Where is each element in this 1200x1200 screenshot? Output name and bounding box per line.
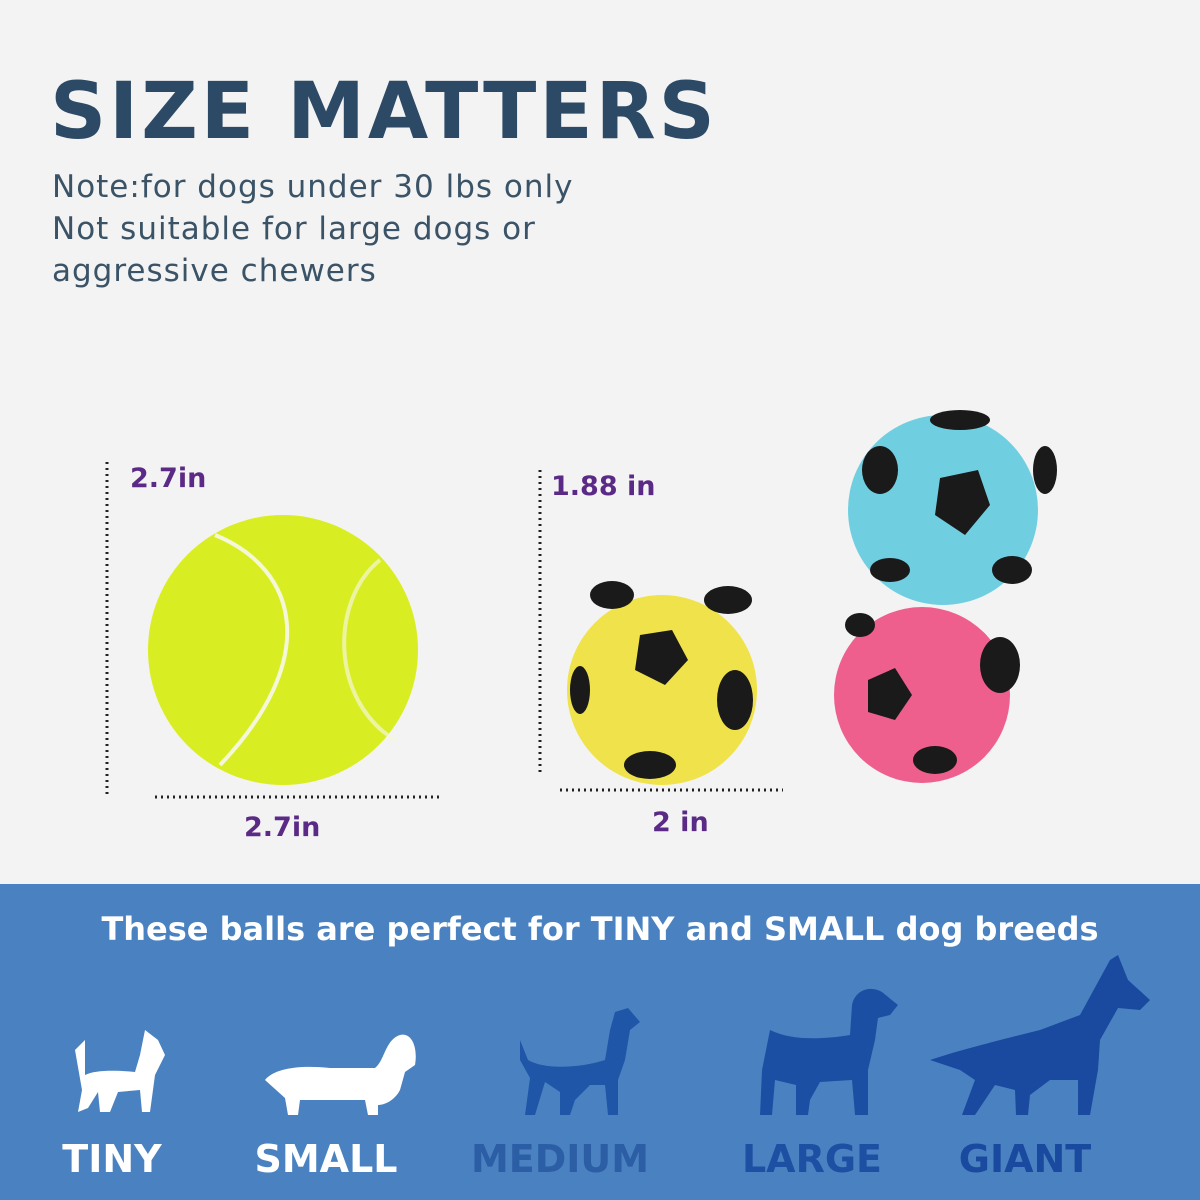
yellow-soccer-ball xyxy=(567,581,757,785)
note: Note:for dogs under 30 lbs only xyxy=(52,169,573,205)
dimension-label: 2.7in xyxy=(244,812,320,843)
dog-large xyxy=(760,988,898,1115)
size-label: GIANT xyxy=(959,1137,1092,1181)
size-label: SMALL xyxy=(254,1137,397,1181)
dog-small xyxy=(265,1034,416,1115)
size-label: MEDIUM xyxy=(471,1137,649,1181)
note: aggressive chewers xyxy=(52,253,377,289)
banner-text: These balls are perfect for TINY and SMA… xyxy=(101,910,1098,948)
pink-soccer-ball xyxy=(834,607,1020,783)
dimension-label: 2 in xyxy=(652,807,709,838)
dimension-label: 2.7in xyxy=(130,463,206,494)
title: SIZE MATTERS xyxy=(50,67,718,157)
note: Not suitable for large dogs or xyxy=(52,211,536,247)
dog-tiny xyxy=(75,1030,165,1112)
dimension-label: 1.88 in xyxy=(551,471,656,502)
cyan-soccer-ball xyxy=(848,410,1057,605)
size-label: TINY xyxy=(62,1137,162,1181)
size-label: LARGE xyxy=(742,1137,882,1181)
dog-medium xyxy=(520,1008,640,1115)
tennis-ball xyxy=(148,515,418,785)
dog-giant xyxy=(930,955,1150,1115)
